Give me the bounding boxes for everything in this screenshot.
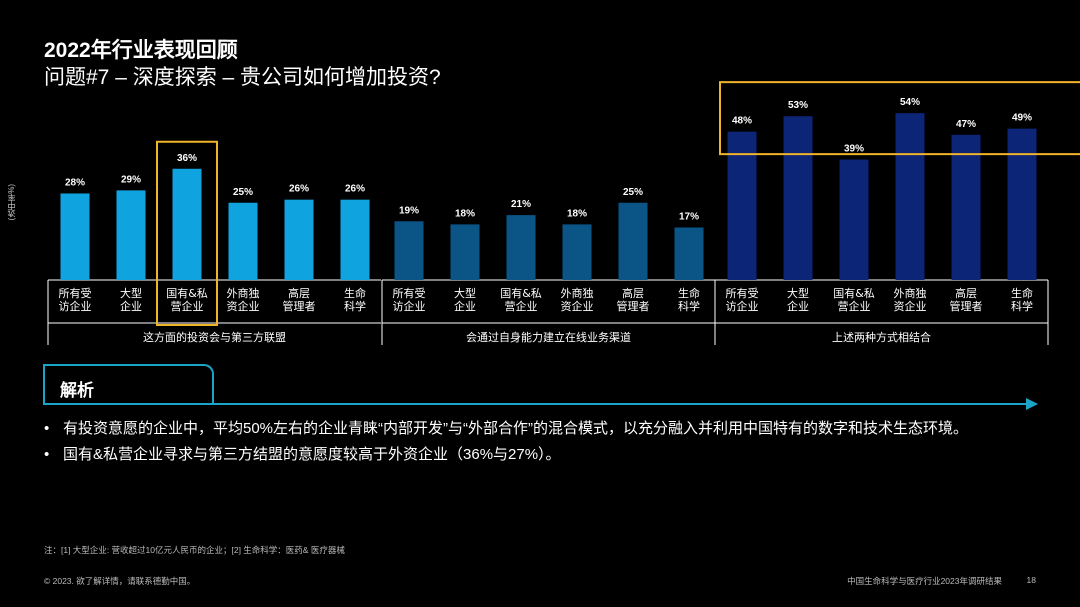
category-label: 访企业 bbox=[726, 299, 759, 313]
group-label: 会通过自身能力建立在线业务渠道 bbox=[466, 330, 631, 344]
category-label: 企业 bbox=[120, 299, 142, 313]
value-label: 25% bbox=[623, 187, 643, 198]
analysis-tab bbox=[43, 364, 214, 404]
value-label: 36% bbox=[177, 153, 197, 164]
value-label: 54% bbox=[900, 97, 920, 108]
highlight-box bbox=[156, 140, 218, 326]
category-label: 国有&私 bbox=[500, 286, 542, 300]
category-label: 国有&私 bbox=[166, 286, 208, 300]
category-label: 资企业 bbox=[894, 299, 927, 313]
value-label: 21% bbox=[511, 199, 531, 210]
arrow-right-icon bbox=[1026, 398, 1038, 410]
category-label: 资企业 bbox=[561, 299, 594, 313]
bar bbox=[951, 134, 981, 280]
category-label: 外商独 bbox=[561, 286, 594, 300]
bar bbox=[60, 193, 90, 280]
analysis-bullet: 国有&私营企业寻求与第三方结盟的意愿度较高于外资企业（36%与27%）。 bbox=[42, 444, 1042, 465]
category-label: 营企业 bbox=[838, 299, 871, 313]
page-title: 2022年行业表现回顾 bbox=[44, 39, 238, 62]
category-label: 外商独 bbox=[227, 286, 260, 300]
value-label: 47% bbox=[956, 119, 976, 130]
value-label: 49% bbox=[1012, 113, 1032, 124]
bar bbox=[450, 224, 480, 280]
category-label: 生命 bbox=[344, 286, 366, 300]
bar bbox=[340, 199, 370, 280]
bar bbox=[618, 202, 648, 280]
bar-chart: 28%所有受访企业29%大型企业36%国有&私营企业25%外商独资企业26%高层… bbox=[47, 81, 1080, 345]
value-label: 29% bbox=[121, 174, 141, 185]
category-label: 科学 bbox=[1011, 299, 1033, 313]
category-label: 大型 bbox=[787, 286, 809, 300]
bar bbox=[1007, 128, 1037, 280]
category-label: 营企业 bbox=[171, 299, 204, 313]
category-label: 所有受 bbox=[393, 286, 426, 300]
category-label: 外商独 bbox=[894, 286, 927, 300]
bar bbox=[562, 224, 592, 280]
page-subtitle: 问题#7 – 深度探索 – 贵公司如何增加投资? bbox=[44, 66, 441, 89]
bar bbox=[284, 199, 314, 280]
category-label: 资企业 bbox=[227, 299, 260, 313]
category-label: 访企业 bbox=[59, 299, 92, 313]
value-label: 19% bbox=[399, 205, 419, 216]
category-label: 生命 bbox=[678, 286, 700, 300]
category-label: 访企业 bbox=[393, 299, 426, 313]
highlight-box bbox=[719, 81, 1080, 156]
category-label: 管理者 bbox=[283, 299, 316, 313]
category-label: 生命 bbox=[1011, 286, 1033, 300]
category-label: 管理者 bbox=[950, 299, 983, 313]
value-label: 28% bbox=[65, 177, 85, 188]
category-label: 企业 bbox=[787, 299, 809, 313]
bar bbox=[783, 116, 813, 280]
copyright: © 2023. 欲了解详情，请联系德勤中国。 bbox=[44, 576, 196, 586]
category-label: 管理者 bbox=[617, 299, 650, 313]
bar bbox=[727, 131, 757, 280]
bar bbox=[674, 227, 704, 280]
analysis-bullets: 有投资意愿的企业中，平均50%左右的企业青睐“内部开发”与“外部合作”的混合模式… bbox=[42, 418, 1042, 470]
value-label: 18% bbox=[567, 208, 587, 219]
bar bbox=[394, 221, 424, 280]
category-label: 科学 bbox=[344, 299, 366, 313]
value-label: 25% bbox=[233, 187, 253, 198]
report-title: 中国生命科学与医疗行业2023年调研结果 bbox=[847, 576, 1002, 586]
value-label: 26% bbox=[289, 184, 309, 195]
category-label: 国有&私 bbox=[833, 286, 875, 300]
value-label: 53% bbox=[788, 100, 808, 111]
value-label: 48% bbox=[732, 116, 752, 127]
bar bbox=[839, 159, 869, 280]
analysis-bullet: 有投资意愿的企业中，平均50%左右的企业青睐“内部开发”与“外部合作”的混合模式… bbox=[42, 418, 1042, 439]
value-label: 26% bbox=[345, 184, 365, 195]
bar bbox=[116, 190, 146, 280]
category-label: 所有受 bbox=[726, 286, 759, 300]
value-label: 18% bbox=[455, 208, 475, 219]
category-label: 高层 bbox=[955, 286, 977, 300]
analysis-divider bbox=[43, 403, 1028, 405]
group-label: 这方面的投资会与第三方联盟 bbox=[143, 330, 286, 344]
category-label: 高层 bbox=[622, 286, 644, 300]
bar bbox=[895, 113, 925, 280]
category-label: 大型 bbox=[120, 286, 142, 300]
bar bbox=[172, 168, 202, 280]
page-number: 18 bbox=[1026, 575, 1036, 585]
category-label: 企业 bbox=[454, 299, 476, 313]
category-label: 营企业 bbox=[505, 299, 538, 313]
category-label: 科学 bbox=[678, 299, 700, 313]
analysis-title: 解析 bbox=[60, 381, 94, 400]
group-label: 上述两种方式相结合 bbox=[832, 330, 931, 344]
category-label: 高层 bbox=[288, 286, 310, 300]
value-label: 17% bbox=[679, 211, 699, 222]
category-label: 所有受 bbox=[59, 286, 92, 300]
bar bbox=[506, 215, 536, 280]
bar bbox=[228, 202, 258, 280]
footnote: 注：[1] 大型企业: 营收超过10亿元人民币的企业；[2] 生命科学：医药& … bbox=[44, 545, 345, 555]
value-label: 39% bbox=[844, 143, 864, 154]
category-label: 大型 bbox=[454, 286, 476, 300]
